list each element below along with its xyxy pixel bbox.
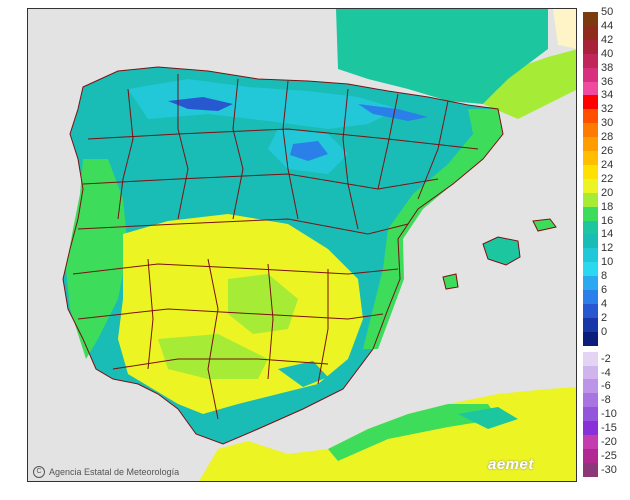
- legend-label: 50: [601, 6, 614, 18]
- legend-label: -25: [601, 449, 617, 462]
- legend-label: 28: [601, 131, 614, 144]
- legend-swatch: [583, 331, 598, 346]
- legend-label: -30: [601, 463, 617, 476]
- legend-swatch: [583, 448, 598, 463]
- legend-swatch: [583, 109, 598, 124]
- legend-swatch: [583, 220, 598, 235]
- mountain-cold-2: [290, 141, 328, 161]
- legend-swatch: [583, 81, 598, 96]
- legend-label: 42: [601, 33, 614, 46]
- legend-swatch: [583, 393, 598, 408]
- province-borders: [62, 66, 557, 445]
- legend-label: 12: [601, 242, 614, 255]
- atlas-cool: [458, 407, 518, 429]
- temperature-map: [27, 8, 577, 482]
- south-warm-inner: [228, 274, 298, 334]
- legend-label: 36: [601, 75, 614, 88]
- aemet-logo: aemet: [488, 456, 534, 473]
- legend-swatch: [583, 262, 598, 277]
- legend-label: -10: [601, 408, 617, 421]
- legend-label: 16: [601, 214, 614, 227]
- legend-swatch: [583, 95, 598, 110]
- legend-label: 2: [601, 311, 608, 324]
- legend-label: 38: [601, 61, 614, 74]
- legend-label: -8: [601, 394, 611, 407]
- legend-swatch: [583, 290, 598, 304]
- legend-swatch: [583, 206, 598, 221]
- france-east-region: [483, 49, 576, 119]
- legend-swatch: [583, 276, 598, 291]
- north-band: [128, 79, 398, 129]
- legend-swatch: [583, 178, 598, 193]
- sierra-nevada: [278, 361, 328, 387]
- guadalquivir: [158, 334, 268, 379]
- legend-swatch: [583, 25, 598, 40]
- ibiza: [443, 274, 458, 289]
- legend-swatch: [583, 379, 598, 394]
- legend-label: 14: [601, 228, 614, 241]
- north-africa-green: [328, 404, 498, 461]
- legend-swatch: [583, 248, 598, 263]
- legend-swatch: [583, 12, 598, 26]
- legend-swatch: [583, 53, 598, 68]
- legend-label: 20: [601, 186, 614, 199]
- legend-swatch: [583, 435, 598, 449]
- legend-swatch: [583, 303, 598, 318]
- temperature-legend: 50 44 42 40 38 36 34 32 30 28 26 24 22 20 18 16 14 12 10 8 6…: [583, 6, 628, 484]
- map-canvas: [28, 9, 576, 481]
- legend-label: -15: [601, 422, 617, 435]
- credit-line: C Agencia Estatal de Meteorología: [33, 466, 179, 478]
- legend-label: -2: [601, 352, 611, 365]
- legend-label: 26: [601, 145, 614, 157]
- legend-swatch: [583, 407, 598, 422]
- copyright-icon: C: [33, 466, 45, 478]
- legend-swatch: [583, 365, 598, 380]
- west-coast-band: [66, 159, 128, 359]
- mountain-cold-1: [168, 97, 233, 111]
- legend-label: 6: [601, 284, 608, 296]
- legend-label: 34: [601, 89, 614, 102]
- legend-label: 8: [601, 270, 608, 283]
- legend-swatch: [583, 67, 598, 82]
- legend-label: 10: [601, 256, 614, 269]
- legend-label: 22: [601, 172, 614, 185]
- france-region: [336, 9, 548, 104]
- legend-label: 18: [601, 200, 614, 213]
- legend-swatch: [583, 421, 598, 436]
- legend-label: 4: [601, 297, 608, 310]
- legend-swatch: [583, 462, 598, 477]
- legend-label: -4: [601, 366, 611, 379]
- legend-swatch: [583, 123, 598, 138]
- legend-swatch: [583, 39, 598, 54]
- legend-swatch: [583, 137, 598, 152]
- credit-text: Agencia Estatal de Meteorología: [49, 467, 180, 477]
- legend-label: 30: [601, 117, 614, 130]
- legend-label: 44: [601, 19, 614, 32]
- legend-label: -20: [601, 436, 617, 448]
- legend-label: 32: [601, 103, 614, 116]
- alps-corner: [553, 9, 576, 49]
- legend-swatch: [583, 234, 598, 249]
- legend-label: 24: [601, 158, 614, 171]
- legend-swatch: [583, 151, 598, 165]
- legend-swatch: [583, 351, 598, 366]
- legend-swatch: [583, 164, 598, 179]
- legend-label: 0: [601, 325, 608, 338]
- pyrenees-cold: [358, 104, 428, 121]
- legend-label: -6: [601, 380, 611, 393]
- legend-label: 40: [601, 47, 614, 60]
- legend-swatch: [583, 192, 598, 207]
- mallorca: [483, 237, 520, 265]
- east-coast-band: [363, 109, 503, 349]
- legend-swatch: [583, 317, 598, 332]
